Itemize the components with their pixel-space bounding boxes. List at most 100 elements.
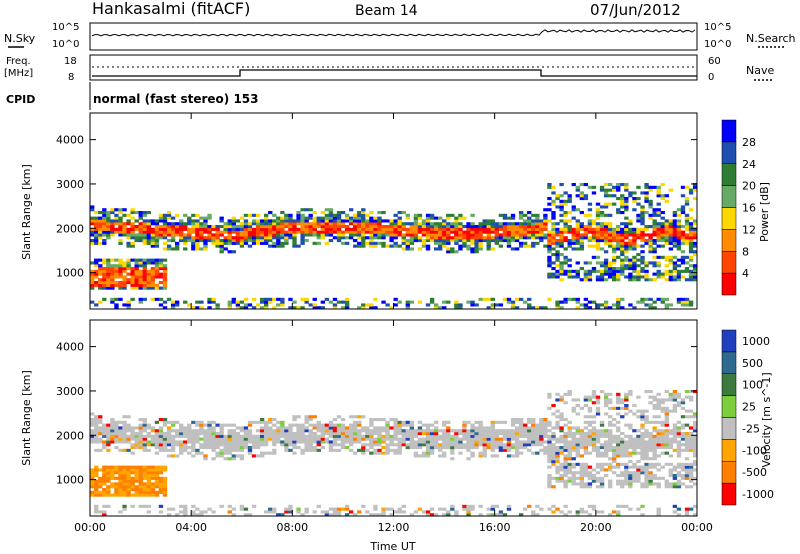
heatmap-cell [656, 476, 661, 480]
heatmap-cell [146, 482, 151, 486]
heatmap-cell [644, 476, 649, 480]
heatmap-cell [648, 479, 653, 483]
heatmap-cell [353, 244, 358, 248]
heatmap-cell [122, 222, 127, 226]
heatmap-cell [106, 485, 111, 489]
heatmap-cell [551, 202, 556, 206]
heatmap-cell [648, 434, 653, 438]
heatmap-cell [494, 225, 500, 229]
heatmap-cell [692, 468, 698, 472]
heatmap-cell [389, 440, 394, 444]
heatmap-cell [535, 513, 540, 517]
heatmap-cell [692, 504, 698, 508]
heatmap-cell [543, 426, 548, 430]
heatmap-cell [575, 448, 580, 452]
heatmap-cell [563, 471, 568, 475]
heatmap-cell [223, 443, 228, 447]
heatmap-cell [369, 429, 374, 433]
heatmap-cell [688, 264, 694, 268]
heatmap-cell [603, 429, 609, 433]
heatmap-cell [510, 418, 516, 422]
heatmap-cell [660, 440, 665, 444]
heatmap-cell [486, 437, 491, 441]
heatmap-cell [559, 462, 564, 466]
heatmap-cell [559, 183, 564, 187]
heatmap-cell [365, 437, 370, 441]
heatmap-cell [429, 446, 435, 450]
heatmap-cell [535, 423, 540, 427]
heatmap-cell [158, 286, 164, 290]
heatmap-cell [652, 398, 657, 402]
heatmap-cell [162, 227, 168, 231]
heatmap-cell [446, 236, 451, 240]
heatmap-cell [365, 241, 370, 245]
heatmap-cell [369, 244, 374, 248]
heatmap-cell [272, 227, 277, 231]
heatmap-cell [620, 244, 625, 248]
heatmap-cell [308, 303, 313, 307]
heatmap-cell [628, 460, 633, 464]
heatmap-cell [664, 429, 669, 433]
heatmap-cell [692, 440, 698, 444]
heatmap-cell [393, 448, 398, 452]
heatmap-cell [154, 429, 160, 433]
heatmap-cell [450, 434, 455, 438]
heatmap-cell [446, 429, 451, 433]
heatmap-cell [632, 437, 637, 441]
heatmap-cell [243, 306, 249, 310]
heatmap-cell [357, 213, 362, 217]
heatmap-cell [227, 222, 232, 226]
heatmap-cell [616, 412, 621, 416]
heatmap-cell [191, 504, 196, 508]
heatmap-cell [146, 440, 151, 444]
heatmap-cell [607, 398, 613, 402]
heatmap-cell [259, 225, 265, 229]
heatmap-cell [316, 420, 321, 424]
heatmap-cell [276, 216, 281, 220]
heatmap-cell [389, 443, 394, 447]
heatmap-cell [150, 230, 156, 234]
heatmap-cell [397, 440, 402, 444]
heatmap-cell [280, 241, 285, 245]
heatmap-cell [462, 504, 467, 508]
heatmap-cell [676, 429, 682, 433]
heatmap-cell [332, 429, 338, 433]
heatmap-cell [571, 465, 576, 469]
heatmap-cell [466, 440, 471, 444]
heatmap-cell [328, 219, 334, 223]
heatmap-cell [203, 434, 208, 438]
heatmap-cell [223, 239, 228, 243]
heatmap-cell [102, 468, 107, 472]
heatmap-cell [632, 465, 637, 469]
heatmap-cell [288, 432, 293, 436]
heatmap-cell [563, 465, 568, 469]
heatmap-cell [138, 269, 143, 273]
heatmap-cell [215, 451, 220, 455]
heatmap-cell [607, 406, 613, 410]
heatmap-cell [518, 241, 524, 245]
heatmap-cell [211, 297, 216, 301]
heatmap-cell [223, 434, 228, 438]
heatmap-cell [575, 398, 580, 402]
heatmap-cell [660, 272, 665, 276]
heatmap-cell [251, 227, 257, 231]
heatmap-cell [595, 255, 601, 259]
heatmap-cell [344, 213, 350, 217]
heatmap-cell [118, 216, 123, 220]
heatmap-cell [616, 278, 621, 282]
heatmap-cell [409, 513, 415, 517]
heatmap-cell [94, 465, 99, 469]
heatmap-cell [409, 230, 415, 234]
heatmap-cell [357, 236, 362, 240]
heatmap-cell [684, 395, 690, 399]
heatmap-cell [595, 227, 601, 231]
heatmap-cell [102, 227, 107, 231]
heatmap-cell [567, 446, 572, 450]
heatmap-cell [288, 297, 293, 301]
heatmap-cell [397, 448, 402, 452]
heatmap-cell [563, 460, 568, 464]
heatmap-cell [474, 440, 479, 444]
heatmap-cell [571, 476, 576, 480]
heatmap-cell [514, 432, 520, 436]
heatmap-cell [522, 241, 528, 245]
